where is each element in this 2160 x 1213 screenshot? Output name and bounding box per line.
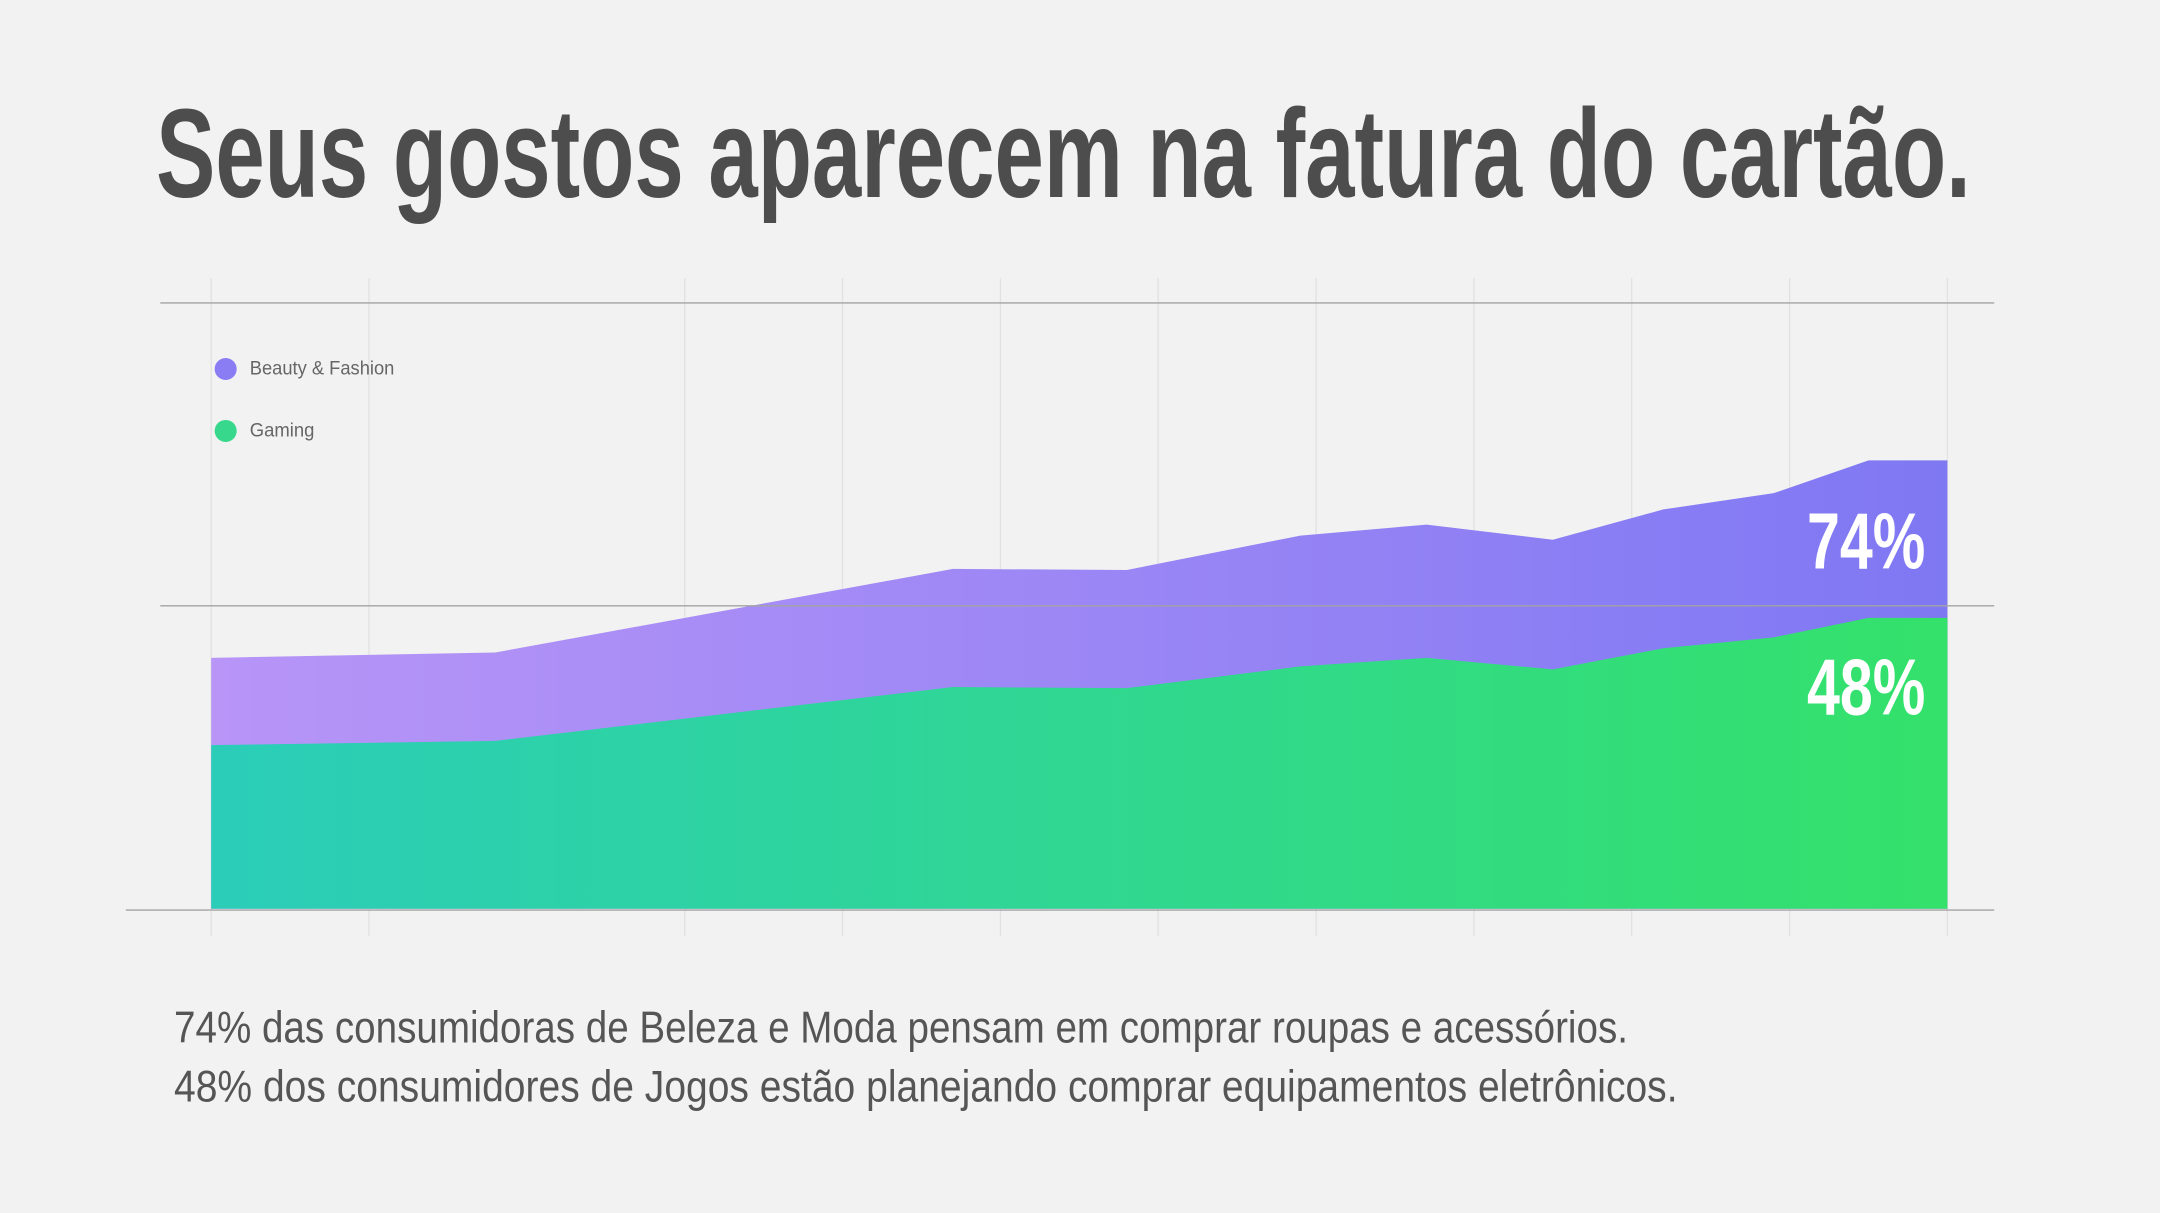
caption-line-2: 48% dos consumidores de Jogos estão plan…	[174, 1062, 1678, 1111]
legend-item-gaming: Gaming	[214, 419, 315, 442]
caption-line-1: 74% das consumidoras de Beleza e Moda pe…	[174, 1003, 1628, 1052]
page-title: Seus gostos aparecem na fatura do cartão…	[156, 82, 1971, 224]
data-label-gaming: 48%	[1807, 643, 1925, 732]
legend-item-beauty-fashion: Beauty & Fashion	[214, 357, 395, 381]
area-chart: Beauty & Fashion Gaming 74% 48%	[125, 278, 1995, 937]
legend-label-gaming: Gaming	[250, 420, 315, 441]
area-gaming	[211, 617, 1948, 909]
caption: 74% das consumidoras de Beleza e Moda pe…	[174, 1003, 1678, 1111]
legend: Beauty & Fashion Gaming	[214, 357, 395, 442]
legend-marker-gaming	[214, 419, 237, 442]
legend-label-beauty-fashion: Beauty & Fashion	[250, 359, 395, 380]
data-label-beauty-fashion: 74%	[1807, 497, 1925, 586]
legend-marker-beauty-fashion	[214, 357, 237, 381]
